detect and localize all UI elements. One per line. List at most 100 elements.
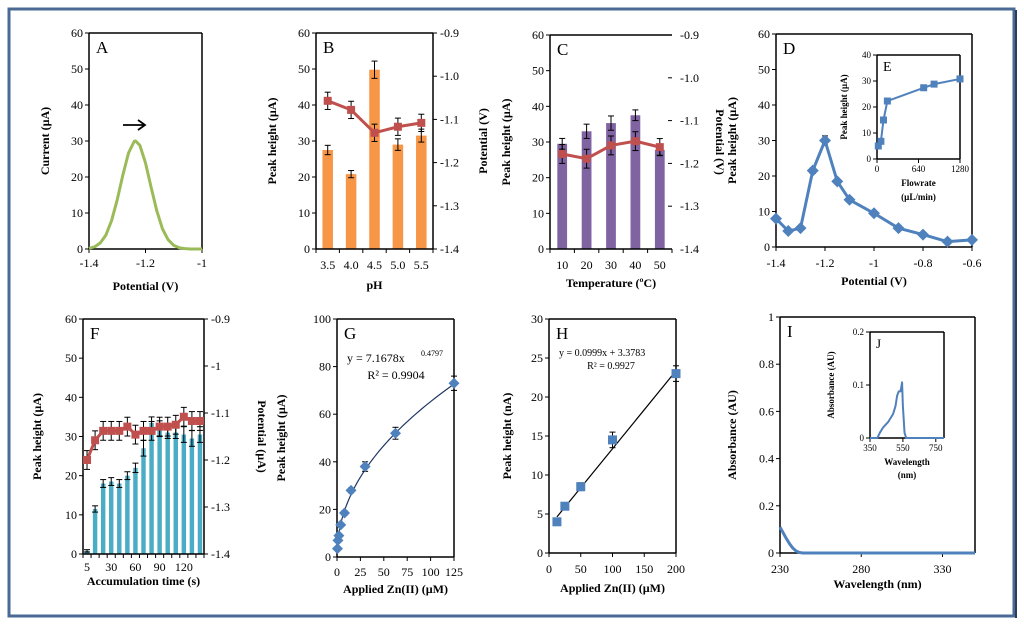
x-tick-label: -1.2 [816,256,835,270]
x-tick-label: 0 [334,565,340,579]
panel-label: I [787,322,793,341]
y-tick-label: 30 [531,312,543,326]
panel-label: B [323,38,334,57]
x-axis-title: pH [366,278,383,292]
y-tick-label: 30 [298,134,310,148]
y-tick-label: 10 [532,206,544,220]
y-tick-label: 0 [768,546,774,560]
bar [181,434,187,554]
data-point [930,80,938,88]
data-point [892,222,905,235]
x-tick-label: 60 [129,560,141,574]
y-tick-label: 0 [304,242,310,256]
potential-marker [171,420,180,429]
bar [606,123,616,249]
potential-marker [607,141,615,150]
y-axis-title: Current (µA) [38,107,52,175]
bar [157,428,162,554]
bar [100,483,106,554]
x-axis-title: Flowrate [901,178,935,188]
y-tick-label: 30 [862,76,872,86]
y2-axis-title: Potential (V) [713,109,727,175]
x-tick-label: 10 [556,258,568,272]
y-axis-title: Peak height (µA) [839,74,849,139]
potential-marker [123,422,132,431]
potential-marker [83,456,92,464]
data-point [782,225,795,238]
figure-border [7,7,1016,618]
y-tick-label: 20 [862,102,872,112]
x-tick-label: 640 [912,164,926,174]
x-tick-label: 550 [896,443,910,453]
y-tick-label: 0.1 [853,380,864,390]
bar [345,174,357,249]
y-tick-label: 60 [532,28,544,42]
x-tick-label: 1280 [951,164,970,174]
y-tick-label: 30 [532,135,544,149]
potential-marker [393,122,402,131]
data-point [806,164,819,177]
x-axis-title: Wavelength [884,457,930,467]
y2-tick-label: -1.2 [440,156,459,170]
x-tick-label: -0.6 [963,256,982,270]
potential-marker [323,96,332,105]
y-tick-label: 50 [758,63,770,77]
y-axis-title: Peak height (µA) [725,97,739,184]
data-point [576,482,586,492]
fit-r-squared: R² = 0.9904 [367,368,424,382]
x-tick-label: 125 [445,565,463,579]
x-tick-label: 90 [154,560,166,574]
y2-tick-label: -0.9 [211,312,230,326]
bar [654,149,665,249]
bar [109,481,114,554]
x-tick-label: -1 [869,256,879,270]
potential-marker [139,426,148,435]
bar [189,438,195,554]
data-point [843,193,856,206]
data-point [671,369,681,379]
data-point [941,235,954,248]
y-tick-label: 0 [867,154,872,164]
panel-label: E [883,60,892,75]
bar [197,434,203,554]
bar [322,150,333,249]
y-tick-label: 60 [319,407,331,421]
potential-marker [163,422,172,431]
x-tick-label: 40 [629,258,641,272]
y-tick-label: 60 [758,27,770,41]
y-tick-label: 0 [764,240,770,254]
y-tick-label: 20 [65,469,77,483]
data-point [831,175,844,188]
y-axis-title: Peak height (nA) [500,393,514,480]
fit-equation-exponent: 0.4797 [421,349,443,358]
data-point [333,530,345,542]
bar [392,144,404,249]
y2-tick-label: -1.1 [440,112,459,126]
y2-tick-label: -1.3 [211,500,230,514]
x-tick-label: 30 [605,258,617,272]
y-tick-label: 10 [531,468,543,482]
data-point [448,377,460,389]
x-tick-label: 4.5 [367,258,382,272]
y-axis-title: Peak height (µA) [499,99,513,186]
y-tick-label: 60 [71,26,83,40]
data-point [819,134,831,147]
x-tick-label: 0 [546,562,552,576]
data-point [966,233,978,246]
y-tick-label: 50 [71,62,83,76]
y2-tick-label: -1.3 [680,199,699,213]
y2-tick-label: -1.1 [211,406,230,420]
data-point [917,228,929,241]
y-tick-label: 0.8 [759,357,774,371]
panel-label: A [96,38,109,57]
x-tick-label: -1.4 [80,256,99,270]
x-tick-label: 100 [604,562,622,576]
data-point [608,435,617,445]
bar [133,467,138,554]
x-tick-label: 750 [929,443,943,453]
y-tick-label: 40 [758,98,770,112]
x-tick-label: -1 [197,256,207,270]
y-tick-label: 0 [325,550,331,564]
potential-marker [195,416,204,425]
inset-background [877,55,960,159]
